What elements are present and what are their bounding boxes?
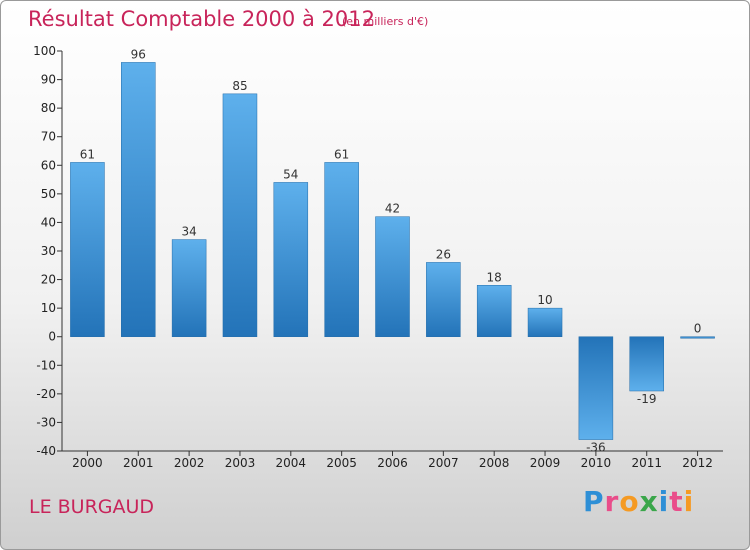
bar-2006 xyxy=(375,216,410,337)
value-label-2003: 85 xyxy=(232,79,247,93)
x-tick-label: 2010 xyxy=(581,456,612,470)
x-tick-label: 2002 xyxy=(174,456,205,470)
y-tick-label: -30 xyxy=(36,415,56,429)
bar-2003 xyxy=(222,93,258,337)
y-tick-label: 80 xyxy=(41,101,56,115)
value-label-2006: 42 xyxy=(385,202,400,216)
value-label-2001: 96 xyxy=(131,47,146,61)
value-label-2008: 18 xyxy=(487,270,502,284)
logo-letter: o xyxy=(619,485,640,518)
value-label-2004: 54 xyxy=(283,167,298,181)
place-name: LE BURGAUD xyxy=(29,496,155,518)
x-tick-label: 2001 xyxy=(123,456,154,470)
chart-title: Résultat Comptable 2000 à 2012 xyxy=(28,7,375,31)
x-tick-label: 2003 xyxy=(225,456,256,470)
value-label-2000: 61 xyxy=(80,147,95,161)
bar-2004 xyxy=(273,182,309,337)
y-tick-label: -40 xyxy=(36,444,56,458)
bar-2009 xyxy=(527,307,563,337)
x-tick-label: 2005 xyxy=(326,456,357,470)
x-tick-label: 2011 xyxy=(631,456,662,470)
y-tick-label: 0 xyxy=(48,330,56,344)
proxiti-logo[interactable]: Proxiti xyxy=(583,485,694,518)
bar-2012 xyxy=(680,336,715,339)
y-tick-label: -10 xyxy=(36,358,56,372)
chart-subtitle: (en milliers d'€) xyxy=(342,15,429,28)
y-tick-label: 70 xyxy=(41,130,56,144)
logo-letter: i xyxy=(658,485,670,518)
x-tick-label: 2006 xyxy=(377,456,408,470)
value-label-2011: -19 xyxy=(637,392,657,406)
x-tick-label: 2008 xyxy=(479,456,510,470)
logo-letter: x xyxy=(639,485,659,518)
logo-letter: r xyxy=(604,485,620,518)
bar-2008 xyxy=(476,285,512,337)
bar-2007 xyxy=(426,262,461,337)
y-tick-label: -20 xyxy=(36,387,56,401)
y-tick-label: 50 xyxy=(41,187,56,201)
chart-bars xyxy=(70,62,715,440)
bar-2002 xyxy=(171,239,207,337)
value-label-2005: 61 xyxy=(334,147,349,161)
logo-letter: t xyxy=(669,485,684,518)
value-label-2010: -36 xyxy=(586,441,606,455)
logo-letter: i xyxy=(683,485,695,518)
y-tick-label: 10 xyxy=(41,301,56,315)
value-label-2007: 26 xyxy=(436,247,451,261)
logo-letter: P xyxy=(583,485,605,518)
y-tick-label: 20 xyxy=(41,273,56,287)
x-tick-label: 2004 xyxy=(276,456,307,470)
chart-labels: 61 96 34 85 54 61 42 26 18 10 -36 -19 0 xyxy=(80,47,702,454)
y-tick-label: 100 xyxy=(33,44,56,58)
value-label-2009: 10 xyxy=(537,293,552,307)
bar-2005 xyxy=(324,162,359,337)
value-label-2012: 0 xyxy=(694,322,702,336)
bar-2000 xyxy=(70,162,105,337)
bar-2010 xyxy=(578,336,614,440)
y-tick-label: 90 xyxy=(41,73,56,87)
value-label-2002: 34 xyxy=(181,225,196,239)
y-tick-label: 60 xyxy=(41,158,56,172)
bar-2001 xyxy=(121,62,156,337)
x-tick-label: 2000 xyxy=(72,456,103,470)
x-tick-label: 2009 xyxy=(530,456,561,470)
x-tick-label: 2007 xyxy=(428,456,459,470)
bar-2011 xyxy=(629,336,664,392)
x-tick-label: 2012 xyxy=(682,456,713,470)
y-tick-label: 40 xyxy=(41,215,56,229)
y-tick-label: 30 xyxy=(41,244,56,258)
